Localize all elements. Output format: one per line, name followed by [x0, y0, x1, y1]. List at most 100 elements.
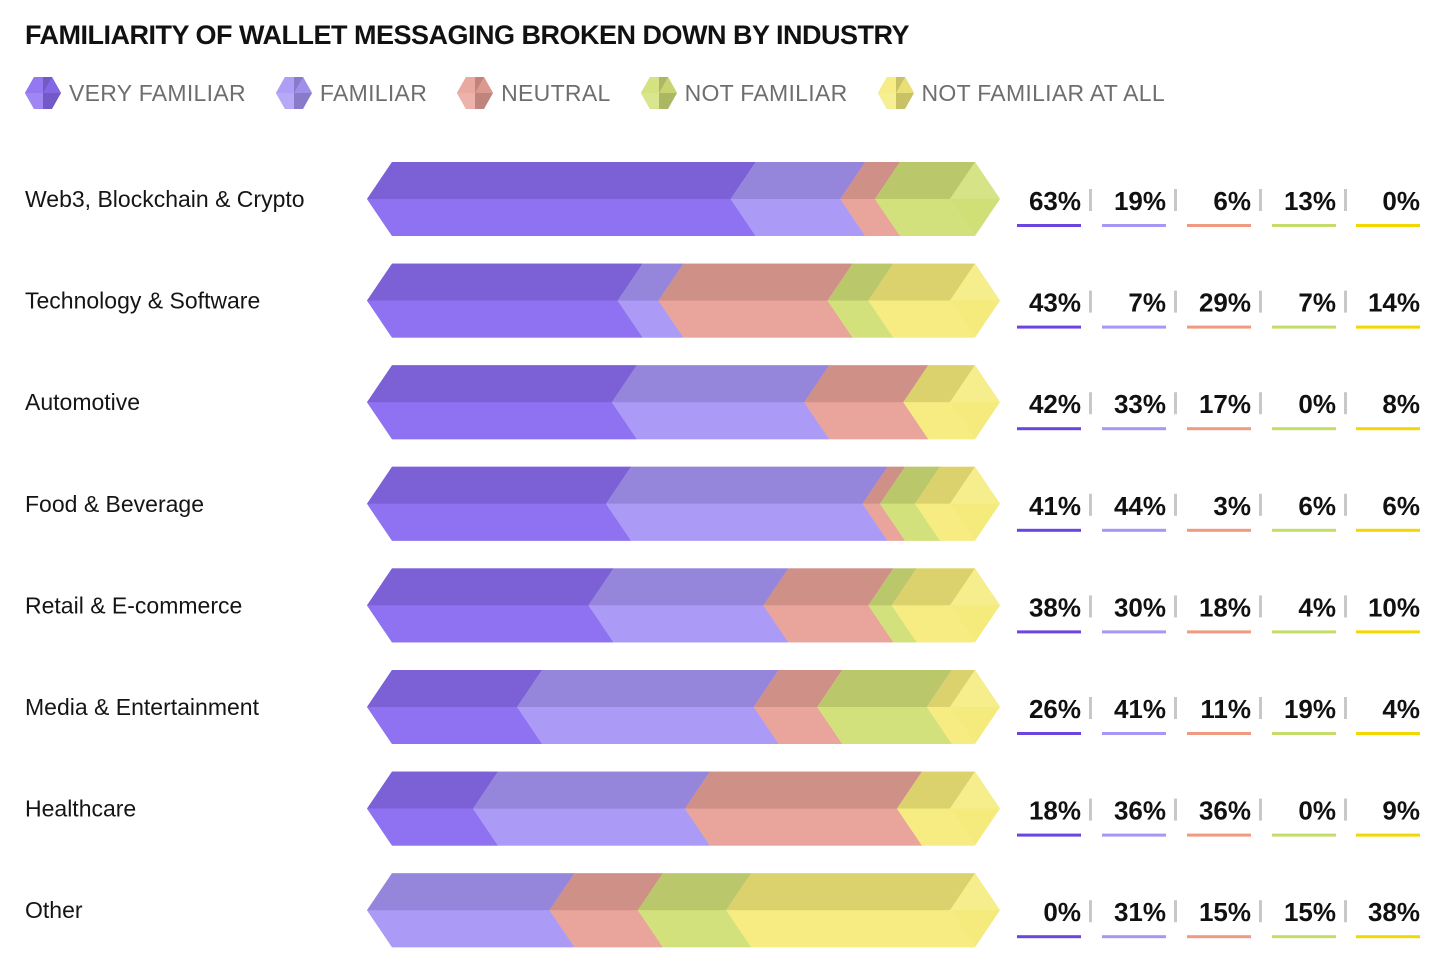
column-separator — [1344, 290, 1347, 313]
value-label-familiar: 33% — [1114, 389, 1166, 419]
value-label-not-familiar: 13% — [1284, 186, 1336, 216]
diamond-icon — [457, 77, 494, 109]
bar-segment-neutral — [549, 873, 663, 948]
value-underline — [1356, 732, 1420, 735]
value-underline — [1102, 224, 1166, 227]
value-label-not-familiar: 0% — [1298, 389, 1336, 419]
bar-segment-very-familiar — [367, 365, 637, 440]
bar-segment-not-familiar — [827, 263, 894, 338]
column-separator — [1259, 595, 1262, 618]
diamond-icon — [25, 77, 61, 109]
column-separator — [1259, 392, 1262, 415]
column-separator — [1174, 493, 1177, 516]
bar-row-other: Other 0% 31% 15% 15% 38% — [25, 873, 1420, 948]
value-label-neutral: 29% — [1199, 288, 1251, 318]
value-label-not-familiar-at-all: 10% — [1368, 592, 1420, 622]
column-separator — [1259, 697, 1262, 719]
bar-row-retail-and-e-commerce: Retail & E-commerce 38% 30% 18% 4% 10% — [25, 568, 1420, 643]
value-label-familiar: 44% — [1114, 491, 1166, 521]
column-separator — [1344, 595, 1347, 618]
value-underline — [1102, 528, 1166, 532]
value-label-very-familiar: 18% — [1029, 796, 1081, 826]
column-separator — [1174, 697, 1177, 719]
bar-row-food-and-beverage: Food & Beverage 41% 44% 3% 6% 6% — [25, 466, 1420, 541]
value-label-familiar: 19% — [1114, 186, 1166, 216]
value-label-very-familiar: 42% — [1029, 389, 1081, 419]
bar-segment-not-familiar-at-all — [926, 670, 975, 744]
bar-segment-familiar — [588, 568, 789, 643]
value-label-not-familiar-at-all: 38% — [1368, 897, 1420, 927]
chart-title: FAMILIARITY OF WALLET MESSAGING BROKEN D… — [25, 20, 910, 50]
legend-item-not-familiar: NOT FAMILIAR — [640, 76, 848, 110]
column-separator — [1259, 493, 1262, 516]
column-separator — [1174, 290, 1177, 313]
column-separator — [1344, 798, 1347, 821]
diamond-icon — [877, 77, 914, 109]
value-underline — [1187, 528, 1251, 532]
value-label-neutral: 3% — [1213, 491, 1251, 521]
bar-segment-neutral — [685, 771, 922, 846]
value-underline — [1272, 833, 1336, 837]
value-underline — [1187, 833, 1251, 837]
value-label-not-familiar: 0% — [1298, 796, 1336, 826]
bar-tip — [950, 466, 1000, 541]
value-label-neutral: 11% — [1200, 694, 1251, 724]
value-label-not-familiar: 7% — [1298, 288, 1336, 318]
column-separator — [1344, 392, 1347, 415]
category-label: Automotive — [25, 389, 140, 415]
value-underline — [1017, 833, 1081, 837]
value-underline — [1356, 935, 1420, 939]
value-label-not-familiar-at-all: 6% — [1382, 491, 1420, 521]
bar-segment-not-familiar-at-all — [726, 873, 975, 948]
value-label-very-familiar: 0% — [1043, 897, 1081, 927]
value-label-very-familiar: 43% — [1029, 288, 1081, 318]
column-separator — [1344, 900, 1347, 923]
value-underline — [1356, 325, 1420, 329]
bar-segment-familiar — [611, 365, 830, 440]
value-underline — [1017, 427, 1081, 431]
value-underline — [1272, 528, 1336, 532]
bar-segment-very-familiar — [367, 568, 614, 643]
bar-tip — [950, 568, 1000, 643]
legend-label: FAMILIAR — [319, 79, 428, 106]
value-label-neutral: 36% — [1199, 796, 1251, 826]
diamond-icon — [640, 77, 677, 109]
value-underline — [1356, 224, 1420, 227]
column-separator — [1089, 900, 1092, 923]
value-label-very-familiar: 63% — [1029, 186, 1081, 216]
value-underline — [1272, 935, 1336, 939]
value-underline — [1102, 732, 1166, 735]
value-label-not-familiar-at-all: 0% — [1382, 186, 1420, 216]
value-underline — [1102, 325, 1166, 329]
column-separator — [1259, 290, 1262, 313]
value-underline — [1272, 224, 1336, 227]
bar-segment-familiar — [617, 263, 684, 338]
value-underline — [1272, 427, 1336, 431]
bar-segment-familiar — [517, 670, 779, 744]
column-separator — [1174, 392, 1177, 415]
legend: VERY FAMILIAR FAMILIAR NEUTRAL NOT FAMILIAR… — [25, 74, 1195, 112]
column-separator — [1259, 189, 1262, 211]
value-label-not-familiar: 6% — [1298, 491, 1336, 521]
legend-item-neutral: NEUTRAL — [457, 76, 610, 110]
value-underline — [1017, 224, 1081, 227]
column-separator — [1259, 900, 1262, 923]
value-label-neutral: 6% — [1213, 186, 1251, 216]
value-label-not-familiar-at-all: 4% — [1382, 694, 1420, 724]
bar-segment-not-familiar — [874, 162, 975, 236]
bar-segment-neutral — [862, 466, 906, 541]
value-underline — [1272, 732, 1336, 735]
value-underline — [1017, 935, 1081, 939]
value-label-not-familiar: 19% — [1284, 694, 1336, 724]
column-separator — [1089, 595, 1092, 618]
value-label-neutral: 18% — [1199, 592, 1251, 622]
column-separator — [1089, 189, 1092, 211]
value-underline — [1356, 833, 1420, 837]
bar-segment-not-familiar-at-all — [915, 466, 975, 541]
diamond-icon — [275, 77, 312, 109]
bar-row-automotive: Automotive 42% 33% 17% 0% 8% — [25, 365, 1420, 440]
bar-segment-not-familiar — [817, 670, 952, 744]
bar-tip — [950, 873, 1000, 948]
legend-label: NEUTRAL — [501, 79, 611, 106]
